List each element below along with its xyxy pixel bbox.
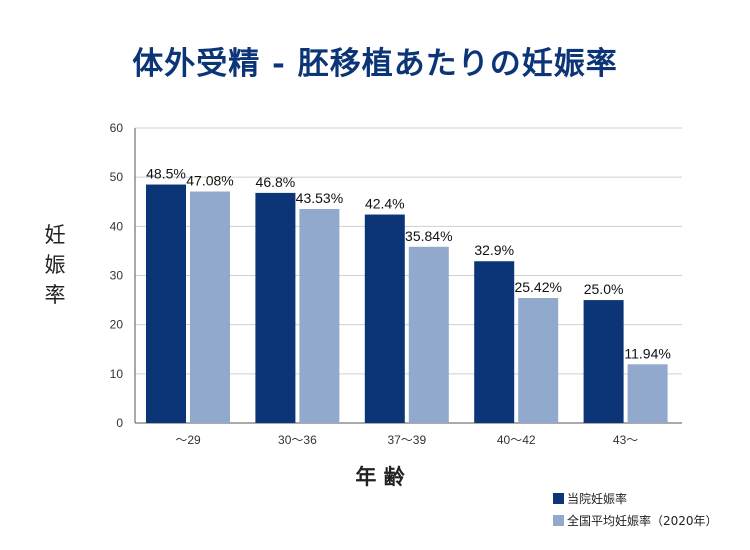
bar-clinic [474,261,515,423]
y-tick-label: 30 [110,269,124,283]
y-tick-label: 60 [110,121,124,135]
bars [146,184,668,423]
data-label: 47.08% [186,173,233,189]
x-tick-labels: ～29 30～36 37～39 40～42 43～ [175,433,638,447]
data-label: 35.84% [405,228,452,244]
bar-national [299,208,340,423]
data-label: 42.4% [365,196,405,212]
legend-label-national: 全国平均妊娠率（2020年） [567,513,718,528]
legend-swatch-clinic [553,492,564,504]
legend-label-clinic: 当院妊娠率 [567,491,628,506]
data-label: 11.94% [624,345,670,361]
x-tick-label: 40～42 [497,433,536,447]
x-tick-label: 30～36 [278,433,317,447]
x-tick-label: 37～39 [387,433,426,447]
chart-title: 体外受精 - 胚移植あたりの妊娠率 [132,46,618,82]
x-axis-label: 年 齢 [355,465,405,489]
legend-swatch-national [553,514,564,526]
y-tick-label: 50 [110,170,124,184]
data-label: 46.8% [256,174,296,190]
x-tick-label: ～29 [175,433,201,447]
y-tick-label: 40 [110,219,124,233]
bar-national [518,298,559,423]
bar-clinic [146,184,186,423]
legend: 当院妊娠率 全国平均妊娠率（2020年） [553,487,718,531]
data-label: 25.42% [514,279,561,295]
bar-national [190,191,230,423]
data-label: 25.0% [584,281,624,297]
bar-clinic [255,192,296,423]
y-tick-label: 20 [110,318,124,332]
bar-national [627,364,668,423]
bar-clinic [364,214,405,423]
y-tick-label: 0 [116,416,123,430]
bar-national [408,246,449,423]
y-axis-label: 妊娠率 [45,223,66,307]
data-label: 43.53% [296,190,343,206]
data-label: 32.9% [474,242,514,258]
legend-item-national: 全国平均妊娠率（2020年） [553,509,718,531]
y-tick-label: 10 [110,367,124,381]
legend-item-clinic: 当院妊娠率 [553,487,718,509]
bar-clinic [583,300,624,423]
y-tick-labels: 0 10 20 30 40 50 60 [110,121,124,430]
data-label: 48.5% [146,166,186,182]
data-labels: 48.5% 47.08% 46.8%43.53% 42.4%35.84% 32.9% 25… [146,166,671,362]
x-tick-label: 43～ [613,433,638,447]
